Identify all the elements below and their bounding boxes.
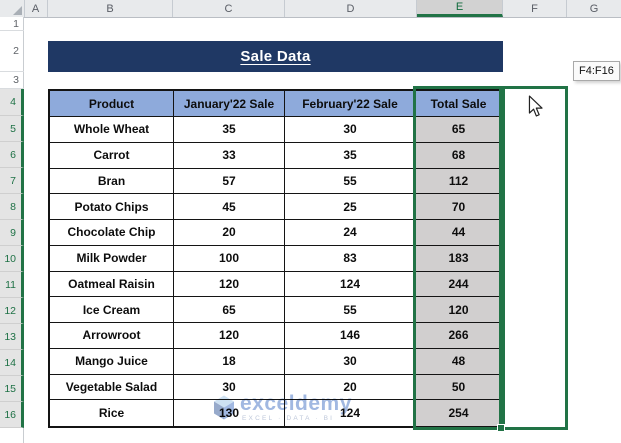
row-header-12[interactable]: 12 bbox=[0, 298, 24, 324]
row-header-4[interactable]: 4 bbox=[0, 89, 24, 116]
table-cell[interactable]: 25 bbox=[285, 194, 416, 220]
column-header-cell[interactable]: Product bbox=[50, 91, 174, 117]
title-cell[interactable]: Sale Data bbox=[48, 41, 503, 72]
table-cell[interactable]: Oatmeal Raisin bbox=[50, 271, 174, 298]
row-header-8[interactable]: 8 bbox=[0, 194, 24, 220]
table-cell[interactable]: 70 bbox=[416, 194, 501, 220]
table-cell[interactable]: Milk Powder bbox=[50, 245, 174, 272]
row-header-2[interactable]: 2 bbox=[0, 31, 24, 72]
table-cell[interactable]: 24 bbox=[285, 220, 416, 246]
column-header-d[interactable]: D bbox=[285, 0, 417, 17]
row-header-7[interactable]: 7 bbox=[0, 168, 24, 194]
table-cell[interactable]: 112 bbox=[416, 168, 501, 195]
table-cell[interactable]: 120 bbox=[174, 271, 285, 298]
table-cell[interactable]: 254 bbox=[416, 400, 501, 426]
table-cell[interactable]: 266 bbox=[416, 323, 501, 349]
select-all-button[interactable] bbox=[0, 0, 25, 17]
table-cell[interactable]: 30 bbox=[285, 348, 416, 375]
table-cell[interactable]: 120 bbox=[174, 323, 285, 349]
row-header-16[interactable]: 16 bbox=[0, 402, 24, 428]
table-cell[interactable]: 55 bbox=[285, 297, 416, 323]
table-cell[interactable]: Rice bbox=[50, 400, 174, 426]
table-cell[interactable]: 20 bbox=[174, 220, 285, 246]
column-header-b[interactable]: B bbox=[48, 0, 173, 17]
table-cell[interactable]: 100 bbox=[174, 245, 285, 272]
table-cell[interactable]: Chocolate Chip bbox=[50, 220, 174, 246]
table-cell[interactable]: Carrot bbox=[50, 142, 174, 169]
column-header-c[interactable]: C bbox=[173, 0, 285, 17]
table-cell[interactable]: 146 bbox=[285, 323, 416, 349]
mouse-cursor-icon bbox=[528, 95, 543, 117]
column-header-e-selected[interactable]: E bbox=[417, 0, 503, 17]
row-header-9[interactable]: 9 bbox=[0, 220, 24, 246]
table-cell[interactable]: 124 bbox=[285, 400, 416, 426]
row-header-6[interactable]: 6 bbox=[0, 142, 24, 168]
table-cell[interactable]: 35 bbox=[174, 117, 285, 143]
table-cell[interactable]: Arrowroot bbox=[50, 323, 174, 349]
table-cell[interactable]: 120 bbox=[416, 297, 501, 323]
table-cell[interactable]: 45 bbox=[174, 194, 285, 220]
select-all-triangle-icon bbox=[13, 6, 22, 15]
fill-handle[interactable] bbox=[497, 424, 505, 432]
table-cell[interactable]: 65 bbox=[174, 297, 285, 323]
row-header-1[interactable]: 1 bbox=[0, 17, 24, 31]
table-cell[interactable]: Mango Juice bbox=[50, 348, 174, 375]
table-cell[interactable]: Bran bbox=[50, 168, 174, 195]
table-cell[interactable]: 30 bbox=[174, 374, 285, 401]
table-cell[interactable]: 124 bbox=[285, 271, 416, 298]
table-cell[interactable]: 68 bbox=[416, 142, 501, 169]
table-cell[interactable]: 183 bbox=[416, 245, 501, 272]
table-cell[interactable]: 48 bbox=[416, 348, 501, 375]
row-header-10[interactable]: 10 bbox=[0, 246, 24, 272]
selection-border-f4-f16 bbox=[502, 86, 568, 430]
table-cell[interactable]: 65 bbox=[416, 117, 501, 143]
row-header-15[interactable]: 15 bbox=[0, 376, 24, 402]
table-cell[interactable]: 18 bbox=[174, 348, 285, 375]
table-cell[interactable]: 44 bbox=[416, 220, 501, 246]
table-cell[interactable]: 57 bbox=[174, 168, 285, 195]
table-cell[interactable]: Whole Wheat bbox=[50, 117, 174, 143]
row-header-3[interactable]: 3 bbox=[0, 72, 24, 89]
table-cell[interactable]: 55 bbox=[285, 168, 416, 195]
table-cell[interactable]: 20 bbox=[285, 374, 416, 401]
table-cell[interactable]: Ice Cream bbox=[50, 297, 174, 323]
table-cell[interactable]: 35 bbox=[285, 142, 416, 169]
row-header-11[interactable]: 11 bbox=[0, 272, 24, 298]
sheet-title: Sale Data bbox=[240, 48, 311, 65]
column-header-g[interactable]: G bbox=[589, 2, 599, 15]
sale-data-table: Product January'22 Sale February'22 Sale… bbox=[48, 89, 503, 428]
table-cell[interactable]: 130 bbox=[174, 400, 285, 426]
row-header-5[interactable]: 5 bbox=[0, 116, 24, 142]
column-header-cell[interactable]: February'22 Sale bbox=[285, 91, 416, 117]
column-header-cell[interactable]: January'22 Sale bbox=[174, 91, 285, 117]
table-cell[interactable]: 83 bbox=[285, 245, 416, 272]
row-header-13[interactable]: 13 bbox=[0, 324, 24, 350]
table-cell[interactable]: 30 bbox=[285, 117, 416, 143]
table-cell[interactable]: 33 bbox=[174, 142, 285, 169]
table-cell[interactable]: Potato Chips bbox=[50, 194, 174, 220]
column-header-a[interactable]: A bbox=[24, 0, 48, 17]
column-header-cell[interactable]: Total Sale bbox=[416, 91, 501, 117]
table-cell[interactable]: Vegetable Salad bbox=[50, 374, 174, 401]
column-header-f[interactable]: F bbox=[503, 0, 567, 17]
range-tooltip: F4:F16 bbox=[573, 61, 620, 81]
table-cell[interactable]: 50 bbox=[416, 374, 501, 401]
table-cell[interactable]: 244 bbox=[416, 271, 501, 298]
row-header-14[interactable]: 14 bbox=[0, 350, 24, 376]
